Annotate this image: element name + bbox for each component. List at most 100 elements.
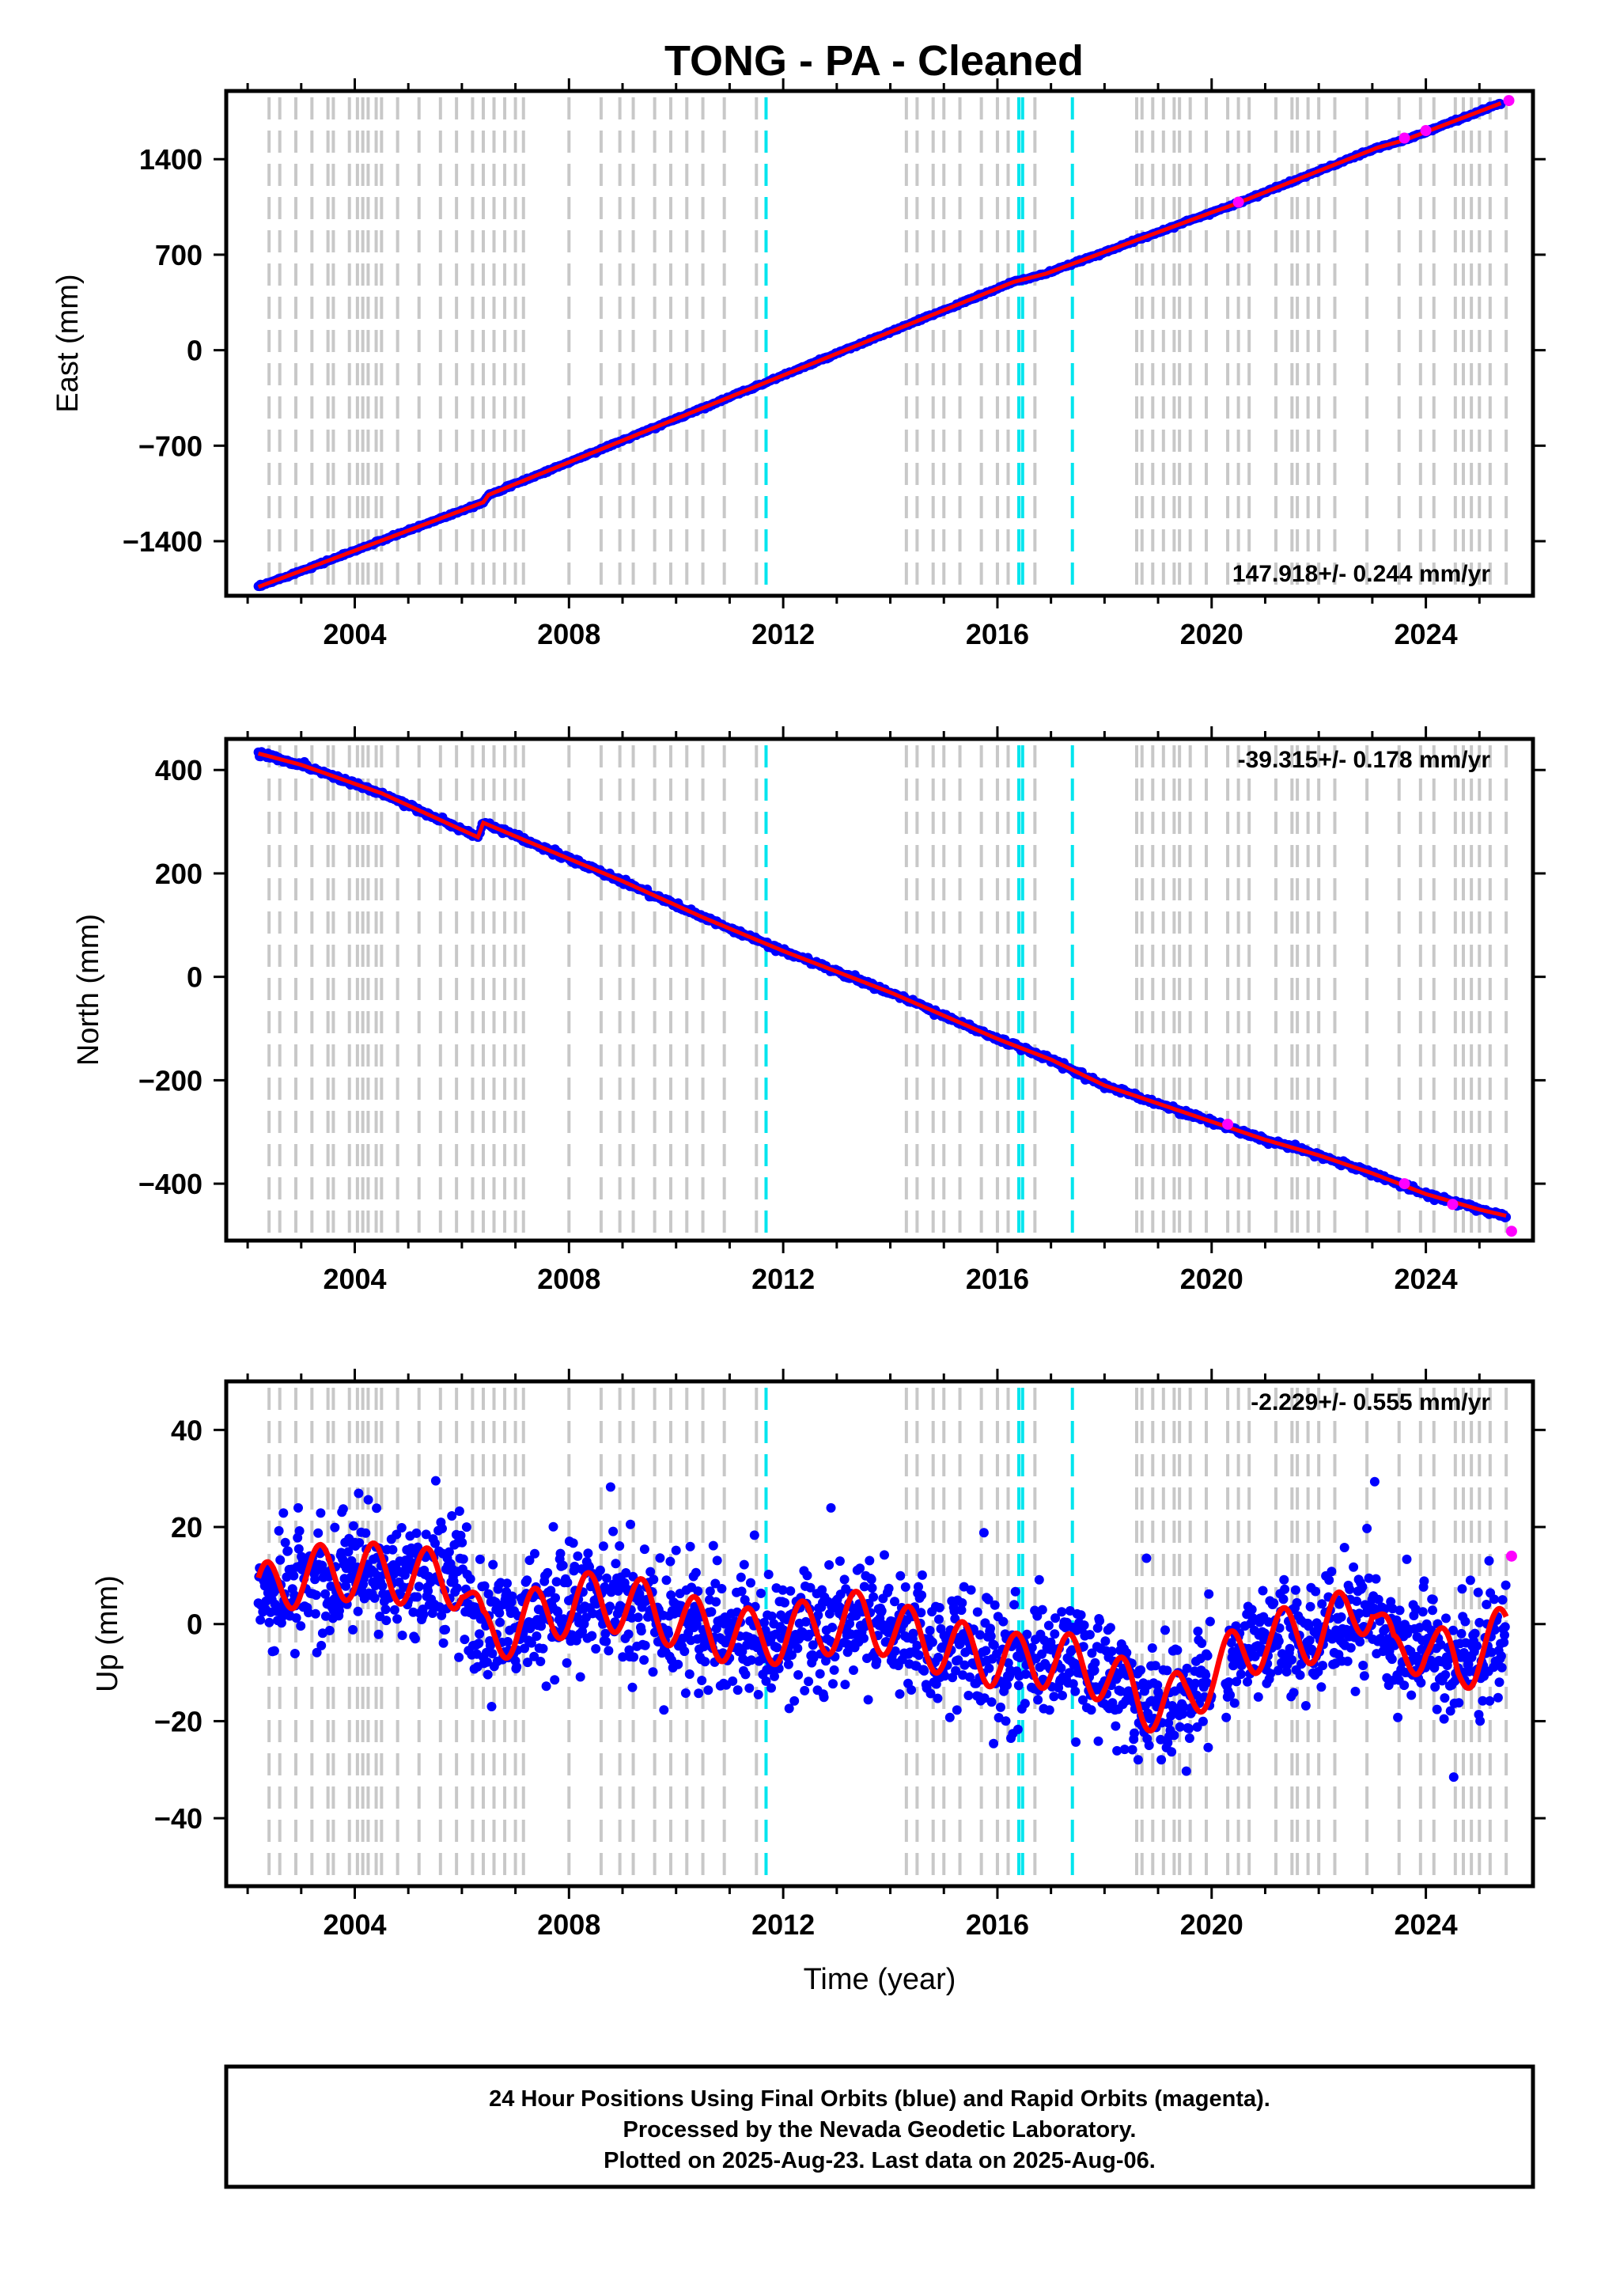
y-tick-label: 200: [155, 858, 202, 890]
final-orbit-point: [963, 1691, 974, 1700]
final-orbit-point: [895, 1689, 905, 1699]
final-orbit-point: [753, 1689, 763, 1699]
final-orbit-point: [711, 1597, 721, 1607]
rate-label: -39.315+/- 0.178 mm/yr: [1238, 747, 1491, 773]
final-orbit-point: [1243, 1677, 1252, 1687]
y-tick-label: 0: [187, 961, 202, 994]
final-orbit-point: [369, 1593, 380, 1603]
final-orbit-point: [1225, 1690, 1236, 1700]
x-tick-label: 2012: [751, 1263, 815, 1295]
final-orbit-point: [536, 1657, 546, 1666]
final-orbit-point: [608, 1526, 619, 1536]
final-orbit-point: [543, 1567, 553, 1578]
final-orbit-point: [373, 1629, 384, 1639]
y-tick-label: 40: [171, 1414, 202, 1446]
final-orbit-point: [452, 1583, 462, 1593]
final-orbit-point: [488, 1559, 498, 1570]
final-orbit-point: [310, 1608, 320, 1619]
final-orbit-point: [583, 1548, 593, 1559]
final-orbit-point: [461, 1522, 471, 1533]
final-orbit-point: [1432, 1704, 1442, 1714]
final-orbit-point: [380, 1605, 391, 1615]
final-orbit-point: [388, 1544, 398, 1555]
final-orbit-point: [766, 1683, 776, 1693]
final-orbit-point: [680, 1688, 691, 1698]
final-orbit-point: [1292, 1597, 1302, 1608]
final-orbit-point: [749, 1530, 759, 1540]
final-orbit-point: [740, 1669, 751, 1680]
final-orbit-point: [990, 1600, 1000, 1610]
footer-box: 24 Hour Positions Using Final Orbits (bl…: [224, 2064, 1535, 2189]
final-orbit-point: [495, 1617, 505, 1627]
panels: 2004 2008 2012 2016 2020 2024 −1400 −700 0 700 140…: [51, 78, 1546, 1996]
final-orbit-point: [957, 1598, 967, 1608]
final-orbit-point: [1311, 1586, 1321, 1597]
final-orbit-point: [1086, 1705, 1096, 1715]
y-tick-label: 700: [155, 239, 202, 271]
final-orbit-point: [1172, 1645, 1183, 1655]
final-orbit-point: [906, 1685, 917, 1695]
final-orbit-point: [1496, 1651, 1506, 1661]
rapid-orbit-point: [1420, 125, 1432, 137]
final-orbit-point: [348, 1624, 358, 1635]
final-orbit-point: [541, 1681, 551, 1692]
model-trend-line: [257, 101, 1502, 589]
final-orbit-point: [605, 1601, 615, 1612]
final-orbit-point: [649, 1574, 659, 1585]
x-tick-label: 2012: [751, 1908, 815, 1941]
footer-line-1: 24 Hour Positions Using Final Orbits (bl…: [489, 2086, 1270, 2112]
final-orbit-point: [454, 1652, 464, 1662]
final-orbit-point: [483, 1669, 493, 1680]
footer-line-2: Processed by the Nevada Geodetic Laborat…: [623, 2117, 1137, 2143]
final-orbit-point: [996, 1702, 1005, 1712]
final-orbit-point: [354, 1538, 365, 1548]
final-orbit-point: [780, 1597, 789, 1608]
final-orbit-point: [933, 1652, 944, 1662]
final-orbit-point: [1084, 1630, 1095, 1640]
final-orbit-point: [294, 1526, 305, 1536]
x-axis-label: Time (year): [804, 1963, 956, 1996]
final-orbit-point: [269, 1646, 279, 1656]
final-orbit-point: [532, 1631, 542, 1641]
rapid-orbit-point: [1399, 132, 1410, 144]
final-orbit-point: [661, 1575, 672, 1586]
final-orbit-point: [1465, 1575, 1475, 1586]
final-orbit-point: [507, 1591, 517, 1601]
final-orbit-point: [587, 1631, 597, 1641]
final-orbit-point: [604, 1646, 614, 1656]
final-orbit-point: [966, 1585, 976, 1595]
final-orbit-point: [659, 1705, 669, 1715]
final-orbit-point: [685, 1541, 695, 1552]
x-tick-label: 2016: [966, 1263, 1029, 1295]
final-orbit-point: [739, 1559, 749, 1570]
final-orbit-point: [815, 1669, 825, 1679]
final-orbit-point: [372, 1503, 382, 1514]
final-orbit-point: [1162, 1665, 1172, 1676]
panel-up: 2004 2008 2012 2016 2020 2024 −40 −20 0 20 40 Up (m…: [91, 1369, 1546, 1996]
final-orbit-point: [1269, 1598, 1279, 1608]
final-orbit-point: [460, 1635, 470, 1645]
y-tick-label: 0: [187, 1608, 202, 1641]
final-orbit-point: [908, 1628, 918, 1639]
final-orbit-point: [1501, 1580, 1511, 1590]
final-orbit-point: [684, 1669, 695, 1679]
x-tick-label: 2004: [323, 1908, 386, 1941]
final-orbit-point: [1350, 1686, 1361, 1696]
final-orbit-point: [290, 1649, 300, 1658]
final-orbit-point: [264, 1617, 274, 1627]
final-orbit-point: [1056, 1663, 1066, 1673]
final-orbit-point: [274, 1525, 284, 1536]
final-orbit-point: [414, 1582, 424, 1592]
final-orbit-point: [914, 1582, 923, 1592]
final-orbit-point: [736, 1572, 746, 1582]
final-orbit-point: [1133, 1755, 1143, 1765]
final-orbit-point: [1289, 1688, 1299, 1698]
final-orbit-point: [1280, 1584, 1290, 1594]
final-orbit-point: [863, 1695, 873, 1705]
final-orbit-point: [800, 1685, 810, 1695]
final-orbit-point: [708, 1540, 718, 1551]
final-orbit-point: [562, 1658, 572, 1668]
y-tick-label: 0: [187, 335, 202, 367]
final-orbit-point: [1304, 1635, 1315, 1646]
final-orbit-point: [313, 1528, 324, 1538]
